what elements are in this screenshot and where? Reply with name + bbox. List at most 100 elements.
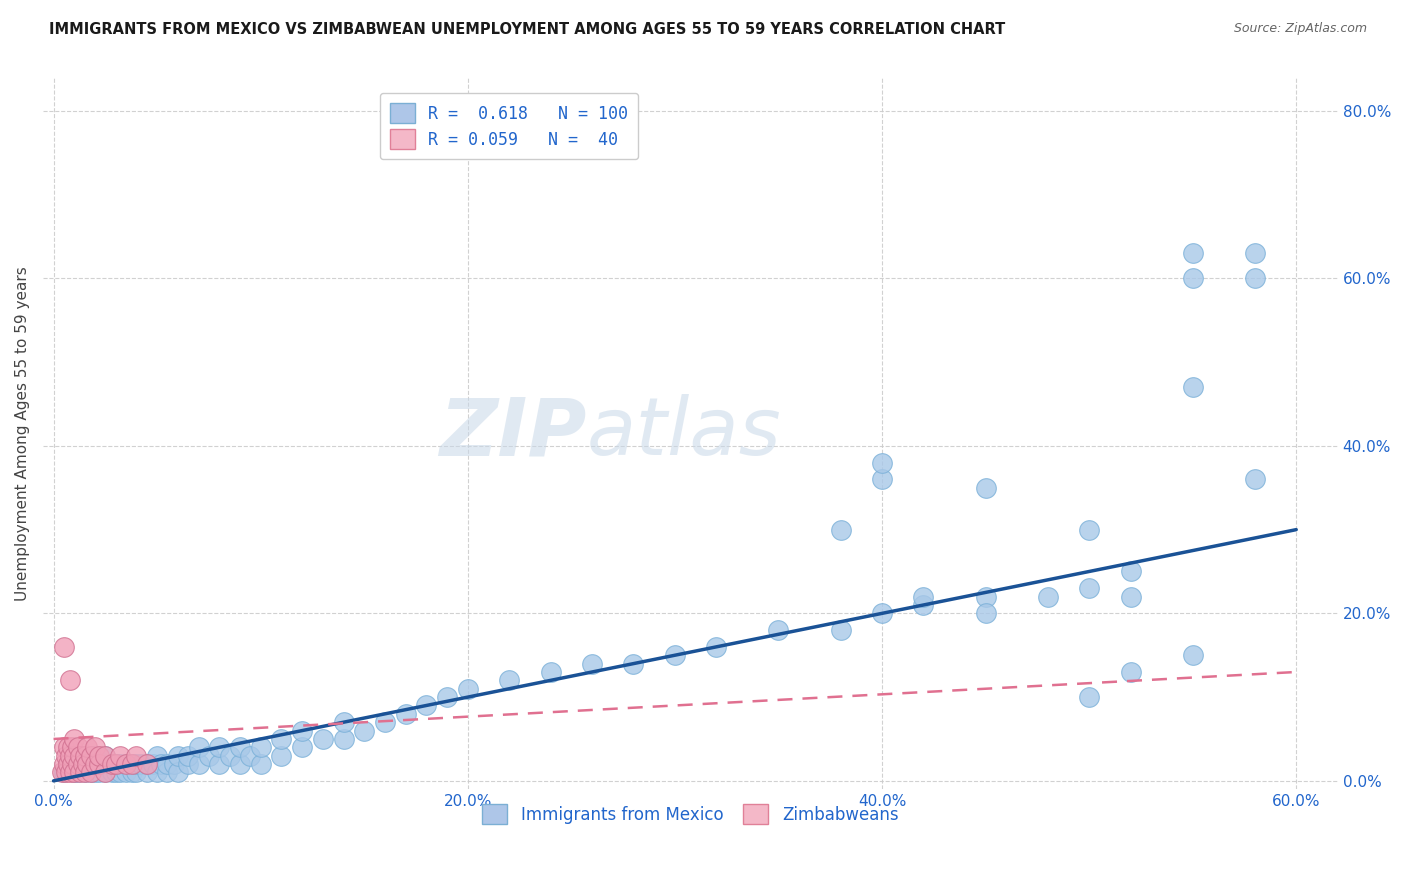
Point (291, 740, 314, 755)
Point (135, 757, 157, 772)
Point (156, 757, 179, 772)
Point (94, 748, 117, 763)
Point (1119, 590, 1142, 604)
Point (94, 765, 117, 780)
Point (704, 640, 727, 654)
Point (208, 757, 231, 772)
Point (69, 748, 91, 763)
Point (108, 757, 131, 772)
Point (84, 757, 107, 772)
Point (59, 757, 82, 772)
Point (156, 765, 179, 780)
Point (187, 740, 209, 755)
Point (1181, 380, 1204, 394)
Y-axis label: Unemployment Among Ages 55 to 59 years: Unemployment Among Ages 55 to 59 years (15, 266, 30, 600)
Point (59, 673, 82, 688)
Point (540, 665, 562, 679)
Point (67, 757, 90, 772)
Point (870, 607, 893, 621)
Point (73, 757, 96, 772)
Point (218, 748, 240, 763)
Point (353, 723, 375, 738)
Point (125, 765, 148, 780)
Point (166, 765, 188, 780)
Point (187, 757, 209, 772)
Point (229, 757, 252, 772)
Point (84, 748, 107, 763)
Point (664, 648, 686, 663)
Point (100, 765, 122, 780)
Point (249, 740, 271, 755)
Point (142, 757, 165, 772)
Point (974, 607, 997, 621)
Point (72, 757, 94, 772)
Point (52, 765, 75, 780)
Point (69, 765, 91, 780)
Point (63, 748, 86, 763)
Point (104, 765, 127, 780)
Point (239, 748, 262, 763)
Point (1119, 565, 1142, 579)
Point (80, 765, 103, 780)
Point (87, 757, 110, 772)
Point (56, 740, 79, 755)
Point (146, 765, 169, 780)
Point (56, 757, 79, 772)
Point (87, 748, 110, 763)
Point (150, 757, 173, 772)
Point (104, 757, 127, 772)
Point (55, 748, 77, 763)
Point (63, 757, 86, 772)
Point (1078, 581, 1101, 595)
Point (395, 706, 418, 721)
Point (87, 765, 110, 780)
Point (1243, 246, 1265, 260)
Point (332, 715, 354, 730)
Point (830, 523, 852, 537)
Point (229, 740, 252, 755)
Point (415, 698, 437, 713)
Point (84, 765, 107, 780)
Point (108, 765, 131, 780)
Point (67, 757, 90, 772)
Point (80, 748, 103, 763)
Point (457, 681, 479, 696)
Point (84, 757, 107, 772)
Point (436, 690, 458, 705)
Point (94, 765, 117, 780)
Point (67, 765, 90, 780)
Point (121, 757, 143, 772)
Point (1036, 590, 1059, 604)
Point (115, 765, 138, 780)
Point (498, 673, 520, 688)
Point (63, 731, 86, 746)
Point (125, 748, 148, 763)
Point (912, 598, 935, 612)
Point (121, 757, 143, 772)
Point (52, 740, 75, 755)
Point (73, 765, 96, 780)
Point (166, 748, 188, 763)
Point (104, 757, 127, 772)
Point (208, 740, 231, 755)
Point (1119, 665, 1142, 679)
Point (121, 765, 143, 780)
Legend: Immigrants from Mexico, Zimbabweans: Immigrants from Mexico, Zimbabweans (472, 794, 908, 834)
Point (94, 748, 117, 763)
Point (73, 748, 96, 763)
Text: ZIP: ZIP (440, 394, 586, 473)
Point (374, 715, 396, 730)
Point (291, 723, 314, 738)
Point (84, 740, 107, 755)
Point (55, 765, 77, 780)
Point (1181, 246, 1204, 260)
Point (80, 765, 103, 780)
Point (974, 481, 997, 495)
Point (67, 740, 90, 755)
Point (249, 757, 271, 772)
Point (768, 623, 790, 637)
Point (1181, 648, 1204, 663)
Point (60, 740, 83, 755)
Point (100, 757, 122, 772)
Point (135, 765, 157, 780)
